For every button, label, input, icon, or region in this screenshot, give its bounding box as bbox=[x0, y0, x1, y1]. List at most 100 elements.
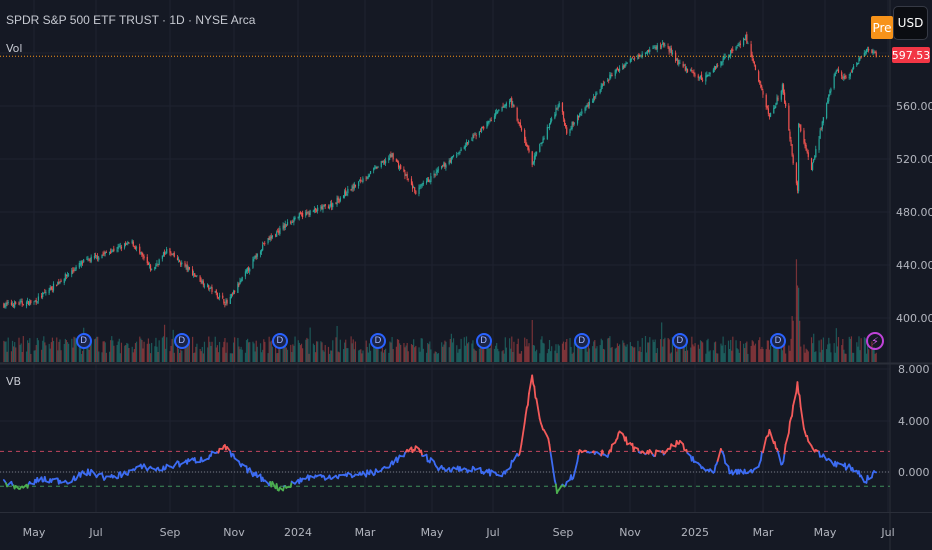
volume-bar bbox=[211, 341, 213, 362]
volume-bar bbox=[490, 343, 492, 362]
volume-bar bbox=[836, 346, 839, 362]
dividend-marker[interactable]: D bbox=[369, 333, 386, 349]
volume-bar bbox=[519, 353, 522, 362]
dividend-marker[interactable]: D bbox=[671, 333, 688, 349]
candle-body bbox=[649, 49, 651, 52]
volume-bar bbox=[634, 347, 636, 362]
candle-body bbox=[278, 230, 280, 234]
time-tick: Sep bbox=[159, 526, 181, 539]
candle-body bbox=[351, 185, 353, 190]
candle-body bbox=[775, 103, 777, 106]
volume-bar bbox=[639, 346, 641, 362]
volume-bar bbox=[52, 340, 55, 362]
candle-body bbox=[83, 259, 85, 263]
currency-button[interactable]: USD bbox=[893, 6, 928, 40]
candle-body bbox=[332, 203, 334, 208]
lightning-icon[interactable]: ⚡ bbox=[866, 332, 884, 350]
volume-bar bbox=[276, 353, 278, 362]
candle-body bbox=[505, 103, 507, 107]
candle-body bbox=[474, 134, 476, 136]
volume-bar bbox=[141, 340, 143, 362]
volume-bar bbox=[609, 336, 611, 362]
volume-bar bbox=[698, 348, 701, 362]
volume-bar bbox=[382, 352, 385, 362]
volume-bar bbox=[760, 349, 762, 362]
volume-bar bbox=[184, 344, 186, 362]
volume-bar bbox=[110, 340, 112, 362]
volume-label[interactable]: Vol bbox=[6, 42, 23, 55]
dividend-marker[interactable]: D bbox=[173, 333, 190, 349]
candle-body bbox=[103, 253, 105, 254]
candle-body bbox=[33, 301, 35, 303]
volume-bar bbox=[380, 351, 382, 362]
volume-bar bbox=[203, 341, 206, 362]
volume-bar bbox=[328, 353, 331, 362]
candle-body bbox=[526, 144, 528, 147]
candle-body bbox=[441, 166, 443, 169]
candle-body bbox=[283, 225, 285, 228]
volume-bar bbox=[459, 348, 461, 362]
candle-body bbox=[828, 94, 830, 102]
volume-bar bbox=[442, 346, 444, 362]
vb-indicator-label[interactable]: VB bbox=[6, 375, 22, 388]
volume-bar bbox=[392, 349, 394, 362]
volume-bar bbox=[66, 342, 69, 362]
time-tick: May bbox=[22, 526, 46, 539]
volume-bar bbox=[587, 339, 589, 362]
volume-bar bbox=[390, 342, 392, 362]
dividend-marker[interactable]: D bbox=[770, 333, 786, 349]
volume-bar bbox=[158, 340, 160, 362]
volume-bar bbox=[561, 343, 564, 362]
symbol-title[interactable]: SPDR S&P 500 ETF TRUST · 1D · NYSE Arca bbox=[6, 13, 256, 27]
candle-body bbox=[459, 151, 461, 153]
vb-line-segment bbox=[550, 458, 556, 482]
candle-body bbox=[352, 186, 354, 189]
candle-body bbox=[104, 251, 106, 254]
volume-bar bbox=[738, 352, 740, 362]
candle-body bbox=[217, 297, 220, 299]
volume-bar bbox=[512, 351, 514, 362]
candle-body bbox=[248, 267, 250, 271]
candle-body bbox=[422, 182, 424, 185]
volume-bar bbox=[773, 342, 775, 362]
volume-bar bbox=[638, 351, 640, 362]
candle-body bbox=[37, 296, 40, 301]
dividend-marker[interactable]: D bbox=[573, 333, 590, 349]
volume-bar bbox=[588, 348, 591, 362]
dividend-marker[interactable]: D bbox=[475, 333, 492, 349]
candle-body bbox=[541, 142, 543, 144]
candle-body bbox=[232, 290, 235, 294]
volume-bar bbox=[30, 353, 32, 362]
volume-bar bbox=[679, 339, 681, 362]
volume-bar bbox=[782, 337, 785, 362]
candle-body bbox=[510, 98, 512, 102]
candle-body bbox=[331, 203, 333, 207]
candle-body bbox=[517, 121, 519, 123]
candle-body bbox=[210, 286, 212, 288]
volume-bar bbox=[737, 349, 739, 362]
candle-body bbox=[738, 44, 740, 46]
candle-body bbox=[338, 200, 340, 202]
volume-bar bbox=[700, 341, 703, 362]
volume-bar bbox=[72, 347, 74, 362]
volume-bar bbox=[474, 350, 476, 362]
candle-body bbox=[413, 186, 415, 188]
volume-bar bbox=[34, 350, 36, 362]
dividend-marker[interactable]: D bbox=[271, 333, 288, 349]
candle-body bbox=[134, 246, 137, 250]
volume-bar bbox=[790, 338, 792, 362]
candle-body bbox=[215, 290, 217, 293]
vb-line-segment bbox=[791, 404, 795, 417]
candle-body bbox=[51, 288, 54, 290]
candle-body bbox=[128, 242, 130, 244]
dividend-marker[interactable]: D bbox=[75, 333, 92, 349]
candle-body bbox=[14, 301, 16, 308]
volume-bar bbox=[7, 337, 9, 362]
volume-bar bbox=[830, 352, 832, 362]
vb-line-segment bbox=[713, 464, 717, 473]
volume-bar bbox=[578, 338, 580, 362]
volume-bar bbox=[488, 348, 490, 362]
volume-bar bbox=[789, 350, 791, 362]
volume-bar bbox=[177, 349, 180, 362]
